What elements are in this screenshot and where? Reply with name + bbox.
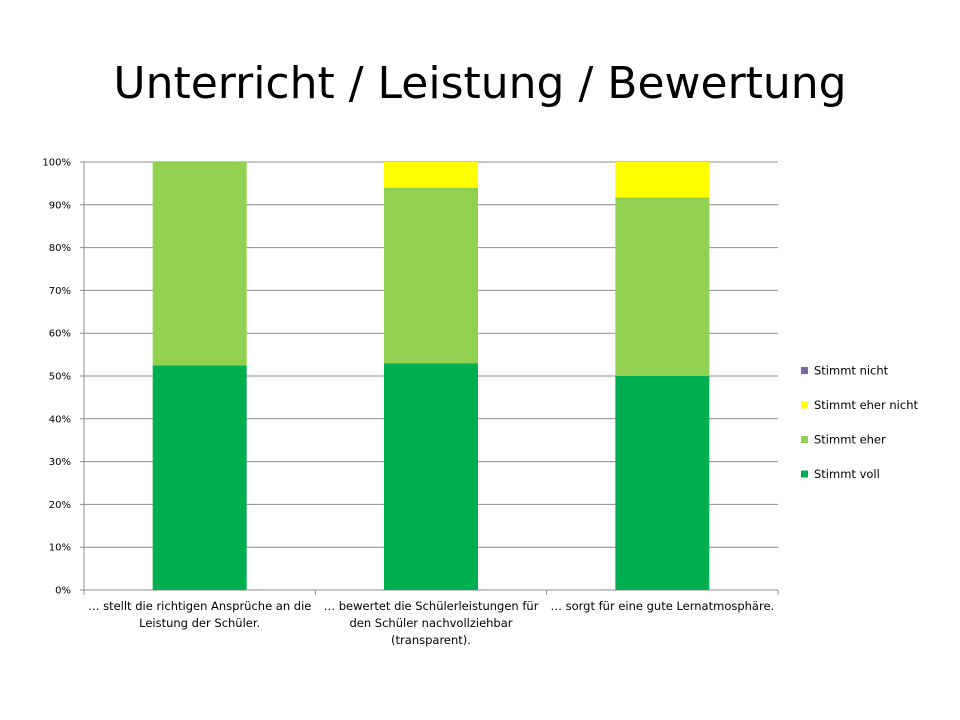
y-tick-label: 100% [42,158,71,169]
legend-label-stimmt-voll: Stimmt voll [814,467,880,481]
legend-swatch-stimmt-nicht [801,367,808,374]
x-category-label: … sorgt für eine gute Lernatmosphäre. [550,599,774,613]
bar-stimmt-voll [152,365,247,590]
legend-label-stimmt-eher: Stimmt eher [814,433,886,447]
x-category-label: den Schüler nachvollziehbar [349,616,512,630]
bar-stimmt-eher [384,187,478,364]
bar-stimmt-eher [615,197,710,376]
y-tick-label: 20% [49,500,71,511]
y-tick-label: 30% [49,457,71,468]
bar-stimmt-voll [615,376,710,590]
x-category-label: … stellt die richtigen Ansprüche an die [88,599,311,613]
y-tick-label: 10% [49,543,71,554]
y-tick-label: 90% [49,200,71,211]
slide-title: Unterricht / Leistung / Bewertung [113,58,847,109]
x-category-label: Leistung der Schüler. [139,616,260,630]
legend-swatch-stimmt-eher [801,436,808,443]
legend-label-stimmt-nicht: Stimmt nicht [814,364,889,378]
bar-stimmt-eher-nicht [384,162,478,188]
legend-swatch-stimmt-eher-nicht [801,401,808,409]
y-tick-label: 80% [49,243,71,254]
y-tick-label: 40% [49,414,71,425]
legend-label-stimmt-eher-nicht: Stimmt eher nicht [814,398,918,412]
bar-stimmt-eher [152,162,247,366]
legend-swatch-stimmt-voll [801,470,808,478]
bar-stimmt-eher-nicht [615,162,710,198]
y-tick-label: 60% [49,329,71,340]
y-tick-label: 0% [55,586,71,597]
x-category-label: … bewertet die Schülerleistungen für [324,599,539,613]
y-tick-label: 50% [49,372,71,383]
y-tick-label: 70% [49,286,71,297]
bar-stimmt-voll [384,363,478,590]
x-category-label: (transparent). [391,633,471,647]
